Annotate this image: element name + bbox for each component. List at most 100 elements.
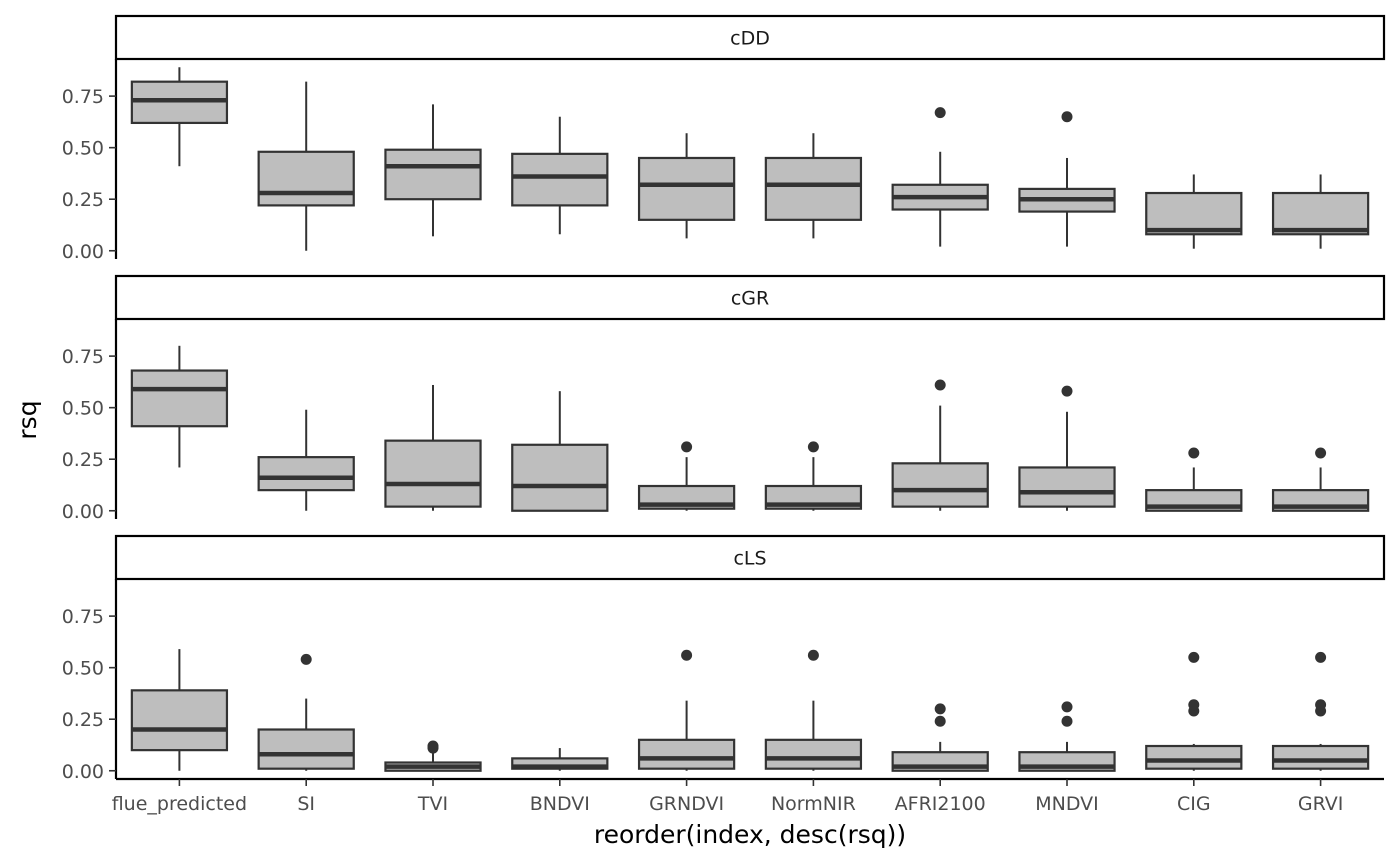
box-iqr xyxy=(130,689,229,752)
box-iqr xyxy=(1145,744,1243,770)
box-GRVI xyxy=(1271,174,1370,249)
outlier-point xyxy=(1188,651,1200,663)
box-flue_predicted xyxy=(130,649,229,771)
x-tick-label: flue_predicted xyxy=(112,793,247,815)
y-tick-label: 0.00 xyxy=(62,241,104,263)
box-MNDVI xyxy=(1018,111,1116,247)
box-iqr xyxy=(1145,191,1243,236)
box-NormNIR xyxy=(764,133,863,239)
outlier-point xyxy=(427,740,439,752)
box-CIG xyxy=(1145,447,1243,512)
y-tick-label: 0.50 xyxy=(62,138,104,160)
box-iqr xyxy=(511,152,609,207)
box-flue_predicted xyxy=(130,67,229,167)
outlier-point xyxy=(1061,385,1073,397)
strip-label: cLS xyxy=(733,548,766,570)
box-TVI xyxy=(384,740,482,772)
box-GRNDVI xyxy=(637,649,736,771)
box-SI xyxy=(257,81,355,251)
outlier-point xyxy=(681,649,693,661)
y-tick-label: 0.00 xyxy=(62,761,104,783)
strip-label: cGR xyxy=(731,288,769,310)
y-tick-label: 0.50 xyxy=(62,398,104,420)
box-TVI xyxy=(384,104,482,237)
outlier-point xyxy=(1188,447,1200,459)
outlier-point xyxy=(1061,701,1073,713)
x-tick-label: NormNIR xyxy=(771,793,856,815)
y-axis-title: rsq xyxy=(13,400,42,439)
x-tick-label: TVI xyxy=(417,793,448,815)
outlier-point xyxy=(1315,651,1327,663)
outlier-point xyxy=(1061,715,1073,727)
box-MNDVI xyxy=(1018,701,1116,772)
box-BNDVI xyxy=(511,748,609,771)
box-iqr xyxy=(257,456,355,492)
y-tick-label: 0.50 xyxy=(62,658,104,680)
y-tick-label: 0.75 xyxy=(62,86,104,108)
box-AFRI2100 xyxy=(891,379,989,511)
box-GRNDVI xyxy=(637,441,736,511)
box-AFRI2100 xyxy=(891,107,989,247)
outlier-point xyxy=(681,441,693,453)
y-tick-label: 0.25 xyxy=(62,449,104,471)
outlier-point xyxy=(1315,447,1327,459)
outlier-point xyxy=(1315,699,1327,711)
x-tick-label: GRVI xyxy=(1298,793,1344,815)
outlier-point xyxy=(934,379,946,391)
box-iqr xyxy=(637,156,736,221)
outlier-point xyxy=(1061,111,1073,123)
panel-cDD: cDD 0.00 0.25 0.50 0.75 xyxy=(62,14,1386,263)
box-iqr xyxy=(257,728,355,770)
box-GRNDVI xyxy=(637,133,736,239)
y-tick-label: 0.25 xyxy=(62,709,104,731)
strip-label: cDD xyxy=(730,28,770,50)
box-iqr xyxy=(1018,466,1116,508)
x-tick-label: BNDVI xyxy=(530,793,590,815)
box-iqr xyxy=(511,443,609,512)
x-tick-label: CIG xyxy=(1177,793,1211,815)
outlier-point xyxy=(934,703,946,715)
x-axis-title: reorder(index, desc(rsq)) xyxy=(594,820,906,849)
box-iqr xyxy=(1271,191,1370,236)
outlier-point xyxy=(807,441,819,453)
x-tick-label: SI xyxy=(297,793,315,815)
panel-cGR: cGR 0.00 0.25 0.50 0.75 xyxy=(62,274,1386,523)
y-tick-label: 0.25 xyxy=(62,189,104,211)
box-iqr xyxy=(384,148,482,201)
box-MNDVI xyxy=(1018,385,1116,511)
strip-box xyxy=(114,14,1386,61)
box-BNDVI xyxy=(511,391,609,512)
x-tick-label: MNDVI xyxy=(1035,793,1099,815)
y-tick-label: 0.00 xyxy=(62,501,104,523)
x-tick-label: GRNDVI xyxy=(649,793,724,815)
outlier-point xyxy=(934,715,946,727)
box-CIG xyxy=(1145,651,1243,771)
box-SI xyxy=(257,653,355,771)
box-NormNIR xyxy=(764,441,863,511)
box-iqr xyxy=(1271,744,1370,770)
box-iqr xyxy=(891,462,989,508)
strip-box xyxy=(114,534,1386,581)
outlier-point xyxy=(300,653,312,665)
outlier-point xyxy=(934,107,946,119)
box-GRVI xyxy=(1271,447,1370,512)
box-iqr xyxy=(384,439,482,508)
box-BNDVI xyxy=(511,116,609,235)
box-SI xyxy=(257,409,355,511)
strip-box xyxy=(114,274,1386,321)
outlier-point xyxy=(807,649,819,661)
box-flue_predicted xyxy=(130,345,229,468)
box-NormNIR xyxy=(764,649,863,771)
panels-layer: cDD0.000.250.500.75cGR0.000.250.500.75cL… xyxy=(62,14,1386,815)
panel-cLS: cLS 0.00 0.25 0.50 0.75 flue_predicted SI TVI BN… xyxy=(62,534,1386,815)
box-GRVI xyxy=(1271,651,1370,771)
box-iqr xyxy=(764,738,863,770)
box-iqr xyxy=(637,738,736,770)
y-tick-label: 0.75 xyxy=(62,606,104,628)
box-iqr xyxy=(764,156,863,221)
outlier-point xyxy=(1188,699,1200,711)
box-iqr xyxy=(257,150,355,207)
y-tick-label: 0.75 xyxy=(62,346,104,368)
box-TVI xyxy=(384,384,482,511)
